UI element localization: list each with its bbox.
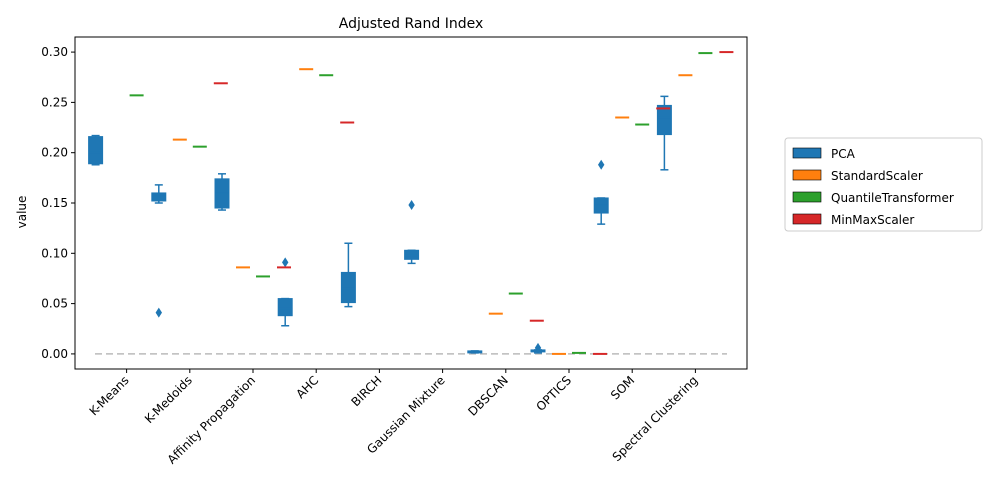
outlier: [534, 342, 542, 353]
chart-title: Adjusted Rand Index: [339, 16, 483, 32]
outlier: [408, 200, 415, 211]
legend-swatch: [792, 147, 822, 159]
legend-label: StandardScaler: [831, 169, 923, 183]
legend-label: QuantileTransformer: [831, 191, 954, 205]
legend-label: PCA: [831, 147, 856, 161]
y-axis-label: value: [15, 196, 29, 229]
y-tick-label: 0.30: [41, 45, 68, 59]
y-tick-label: 0.25: [41, 95, 68, 109]
legend-swatch: [792, 213, 822, 225]
legend-frame: [784, 137, 983, 232]
plot-frame: [74, 36, 748, 370]
y-tick-label: 0.00: [41, 347, 68, 361]
box: [340, 271, 356, 304]
box: [277, 298, 293, 317]
legend-swatch: [792, 169, 822, 181]
legend: PCA StandardScaler QuantileTransformer MinM…: [784, 137, 983, 232]
y-tick-label: 0.05: [41, 297, 68, 311]
legend-label: MinMaxScaler: [831, 213, 914, 227]
y-tick-label: 0.10: [41, 246, 68, 260]
box: [88, 136, 104, 165]
y-tick-label: 0.20: [41, 146, 68, 160]
outlier: [155, 307, 162, 318]
outlier: [282, 257, 289, 268]
legend-swatch: [792, 191, 822, 203]
box: [151, 192, 167, 202]
y-tick-label: 0.15: [41, 196, 68, 210]
outlier: [598, 159, 605, 170]
box: [656, 104, 672, 136]
